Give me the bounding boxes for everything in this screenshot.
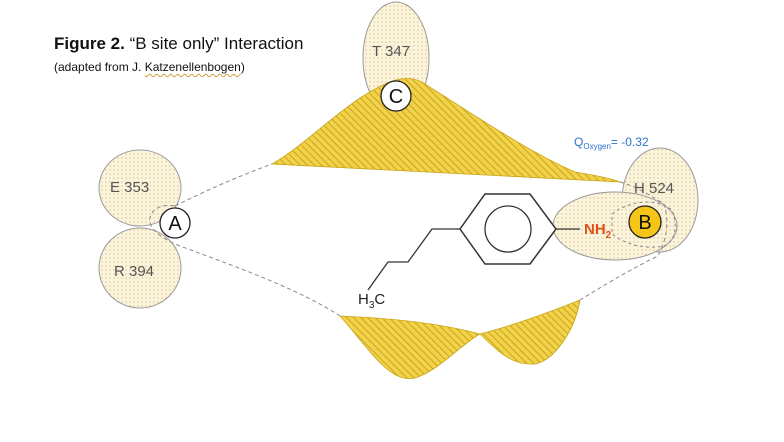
residue-label-t347: T 347: [372, 43, 410, 60]
site-b-label: B: [638, 212, 651, 234]
pocket-bottom: [339, 299, 581, 380]
subtitle-suffix: ): [240, 60, 245, 74]
oxygen-charge-label: QOxygen= -0.32: [574, 135, 649, 151]
site-a-marker: [159, 207, 191, 239]
subtitle-author: Katzenellenbogen: [144, 60, 241, 74]
site-c-label: C: [389, 86, 403, 108]
site-b-dashed-contour: [611, 201, 676, 248]
figure-title-text: “B site only” Interaction: [124, 34, 304, 53]
residue-label-h524: H 524: [634, 180, 674, 197]
site-c-marker: [380, 80, 412, 112]
site-a-label: A: [168, 213, 182, 235]
cavity-outline: [149, 163, 668, 317]
methyl-label: H3C: [358, 291, 385, 311]
site-b-marker: [628, 205, 662, 239]
residue-label-r394: R 394: [114, 263, 154, 280]
residue-lobe-r394: [98, 227, 182, 309]
figure-title: Figure 2. “B site only” Interaction: [54, 34, 303, 54]
residue-label-e353: E 353: [110, 179, 149, 196]
butyl-chain: [367, 228, 460, 291]
pocket-top: [270, 78, 621, 183]
amine-label: NH2: [584, 221, 612, 241]
phenyl-aromatic-circle: [484, 205, 532, 253]
figure-subtitle: (adapted from J. Katzenellenbogen): [54, 60, 245, 74]
subtitle-prefix: (adapted from J.: [54, 60, 145, 74]
figure-label: Figure 2.: [54, 34, 125, 53]
phenyl-ring: [459, 193, 557, 265]
